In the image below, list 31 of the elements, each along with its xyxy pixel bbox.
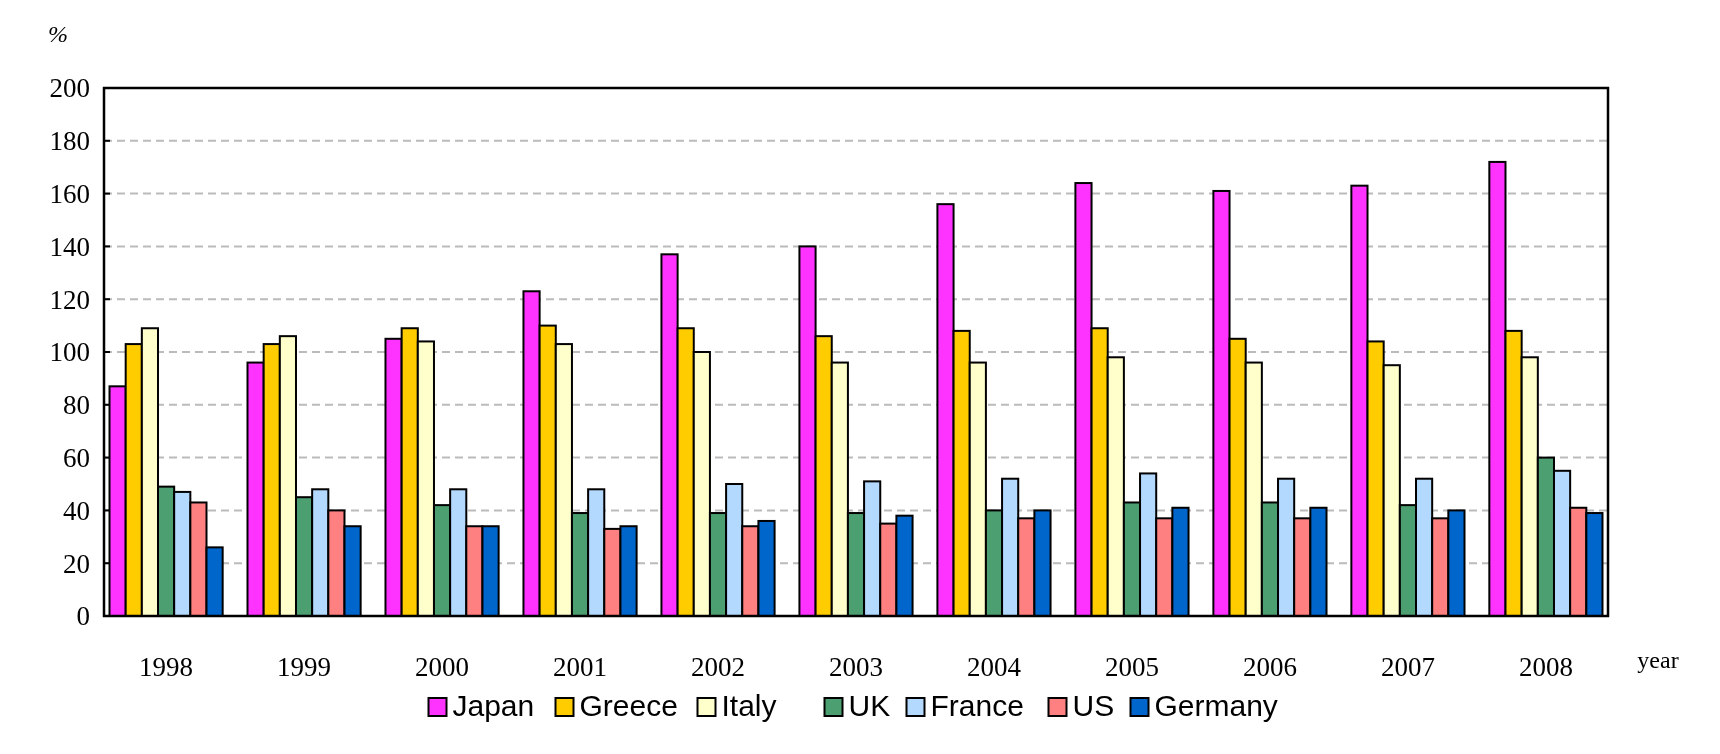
x-tick-label: 1999 [277, 652, 332, 682]
legend-label: France [930, 689, 1024, 722]
y-axis-title: % [48, 21, 68, 47]
x-tick-label: 2003 [829, 652, 883, 682]
x-tick-label: 2001 [553, 652, 608, 682]
y-tick-label: 120 [49, 284, 90, 315]
y-tick-label: 140 [49, 231, 90, 262]
legend-label: UK [848, 689, 891, 722]
x-tick-label: 2004 [966, 652, 1022, 682]
x-axis-title: year [1637, 647, 1679, 673]
legend-label: Italy [721, 689, 777, 722]
y-tick-label: 200 [49, 73, 90, 104]
y-tick-label: 60 [63, 443, 90, 474]
y-tick-label: 40 [63, 495, 90, 526]
legend-label: Germany [1154, 689, 1278, 722]
x-tick-label: 2006 [1242, 652, 1297, 682]
legend-label: US [1072, 689, 1115, 722]
x-tick-label: 2002 [691, 652, 746, 682]
y-tick-label: 100 [49, 337, 90, 368]
y-tick-label: 80 [63, 390, 90, 421]
x-tick-label: 2000 [415, 652, 470, 682]
x-tick-label: 2005 [1104, 652, 1159, 682]
y-tick-label: 0 [76, 601, 90, 632]
legend-label: Greece [579, 689, 678, 722]
y-tick-label: 180 [49, 126, 90, 157]
y-tick-label: 160 [49, 179, 90, 210]
x-tick-label: 1998 [139, 652, 194, 682]
x-tick-label: 2007 [1380, 652, 1435, 682]
x-tick-label: 2008 [1518, 652, 1573, 682]
y-tick-label: 20 [63, 548, 90, 579]
legend-label: Japan [452, 689, 535, 722]
